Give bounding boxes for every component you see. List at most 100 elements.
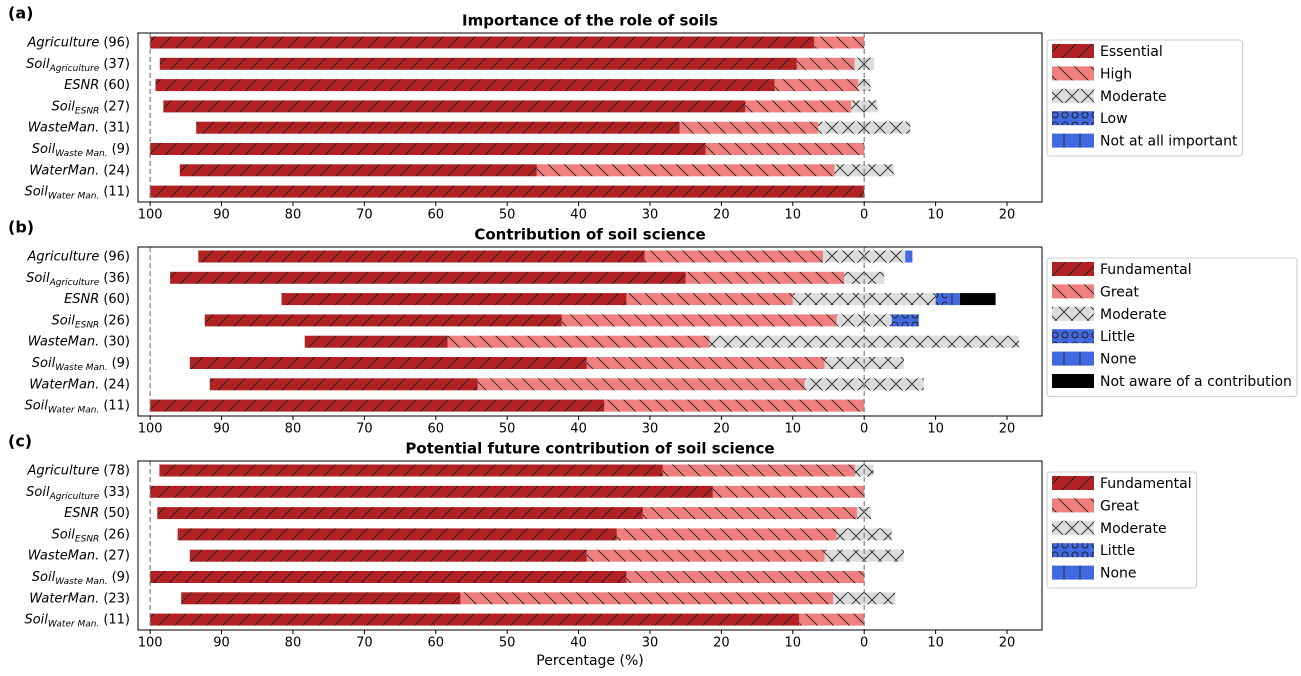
bar-segment — [947, 293, 960, 306]
legend-swatch — [1052, 351, 1094, 366]
x-tick-label: 20 — [713, 208, 730, 223]
x-tick-label: 80 — [285, 636, 302, 651]
bar-segment — [177, 528, 617, 541]
legend-label: Great — [1100, 284, 1139, 300]
category-count: (50) — [103, 506, 130, 521]
legend-label: Essential — [1100, 44, 1163, 60]
bar-segment — [198, 250, 645, 263]
legend-label: High — [1100, 66, 1132, 82]
bar-segment — [935, 293, 948, 306]
legend-swatch — [1052, 133, 1094, 148]
legend-swatch — [1052, 66, 1094, 81]
panel-label: (c) — [8, 432, 32, 451]
x-tick-label: 10 — [927, 208, 944, 223]
bar-segment — [536, 164, 835, 177]
y-tick-label: WasteMan. (27) — [28, 548, 130, 563]
bar-segment — [159, 464, 663, 477]
chart-title: Potential future contribution of soil sc… — [405, 440, 774, 458]
legend-box — [1046, 257, 1298, 397]
category-subscript: Agriculture — [49, 63, 100, 73]
legend-box — [1046, 39, 1243, 157]
category-name: WasteMan. — [28, 548, 100, 563]
category-count: (78) — [103, 463, 130, 478]
bar-segment — [712, 485, 865, 498]
legend-swatch — [1052, 306, 1094, 321]
bar-segment — [155, 79, 775, 92]
y-tick-label: SoilWater Man. (11) — [24, 612, 130, 629]
x-tick-label: 50 — [499, 636, 516, 651]
bar-segment — [163, 100, 746, 113]
x-tick-label: 20 — [713, 422, 730, 437]
x-axis-label: Percentage (%) — [536, 653, 643, 669]
bar-segment — [209, 378, 478, 391]
x-tick-label: 10 — [785, 208, 802, 223]
x-tick-label: 40 — [570, 422, 587, 437]
bar-segment — [150, 399, 605, 412]
bar-segment — [891, 314, 919, 327]
legend-swatch — [1052, 44, 1094, 58]
x-tick-label: 30 — [642, 422, 659, 437]
bar-segment — [179, 164, 537, 177]
y-tick-label: SoilAgriculture (36) — [26, 270, 130, 287]
x-tick-label: 40 — [570, 636, 587, 651]
category-count: (26) — [103, 527, 130, 542]
category-count: (31) — [103, 120, 130, 135]
bar-segment — [705, 143, 865, 155]
category-name: ESNR — [64, 78, 99, 93]
x-tick-label: 10 — [785, 422, 802, 437]
category-name: Soil — [51, 527, 75, 542]
legend-label: Fundamental — [1100, 476, 1192, 492]
category-subscript: Agriculture — [49, 277, 100, 287]
y-tick-label: WasteMan. (31) — [28, 120, 130, 135]
legend-swatch — [1052, 498, 1094, 513]
legend-label: Little — [1100, 543, 1135, 559]
legend-swatch — [1052, 88, 1094, 103]
chart-title: Importance of the role of soils — [462, 12, 718, 30]
category-name: WaterMan. — [29, 377, 99, 392]
legend-label: Moderate — [1100, 89, 1167, 105]
bar-segment — [709, 335, 1019, 348]
x-tick-label: 100 — [138, 636, 163, 651]
legend-label: Fundamental — [1100, 262, 1192, 278]
y-tick-label: SoilWaste Man. (9) — [32, 356, 130, 373]
category-name: Soil — [26, 270, 50, 285]
category-name: Agriculture — [27, 35, 100, 50]
legend-swatch — [1052, 111, 1094, 126]
x-tick-label: 100 — [138, 422, 163, 437]
category-count: (23) — [103, 591, 130, 606]
legend-label: None — [1100, 352, 1137, 368]
bar-segment — [616, 528, 837, 541]
legend-swatch — [1052, 262, 1094, 276]
x-tick-label: 90 — [213, 208, 230, 223]
y-tick-label: SoilAgriculture (33) — [26, 484, 130, 501]
category-subscript: Water Man. — [48, 619, 99, 629]
x-tick-label: 20 — [999, 208, 1016, 223]
bar-segment — [150, 143, 706, 155]
y-tick-label: SoilESNR (26) — [51, 313, 130, 330]
bar-segment — [586, 357, 825, 369]
y-tick-label: WaterMan. (23) — [29, 591, 130, 606]
bar-segment — [959, 293, 996, 306]
category-subscript: Water Man. — [48, 405, 99, 415]
category-name: Soil — [24, 398, 48, 413]
y-tick-label: Agriculture (96) — [27, 249, 130, 264]
bar-segment — [844, 271, 885, 284]
x-tick-label: 0 — [860, 422, 868, 437]
bar-segment — [189, 549, 587, 562]
category-subscript: Waste Man. — [55, 363, 107, 373]
category-subscript: Water Man. — [48, 191, 99, 201]
category-count: (96) — [103, 35, 130, 50]
category-name: WaterMan. — [29, 591, 99, 606]
bar-segment — [150, 613, 800, 626]
bar-segment — [150, 36, 815, 49]
x-tick-label: 10 — [927, 422, 944, 437]
legend-label: Great — [1100, 498, 1139, 514]
legend-label: Not aware of a contribution — [1100, 374, 1292, 390]
bar-segment — [181, 592, 461, 605]
legend-swatch — [1052, 284, 1094, 299]
bar-segment — [774, 79, 859, 92]
y-tick-label: WasteMan. (30) — [28, 334, 130, 349]
bar-segment — [642, 507, 858, 520]
legend-label: Low — [1100, 111, 1128, 127]
category-count: (11) — [103, 612, 130, 627]
